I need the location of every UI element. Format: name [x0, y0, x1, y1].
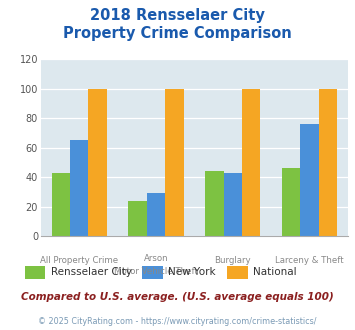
Bar — [282, 168, 300, 236]
Bar — [147, 193, 165, 236]
Text: Burglary: Burglary — [214, 256, 251, 265]
Text: Larceny & Theft: Larceny & Theft — [275, 256, 344, 265]
Bar — [300, 124, 319, 236]
Bar — [319, 89, 337, 236]
Text: Rensselaer City: Rensselaer City — [51, 267, 132, 277]
Bar — [205, 171, 224, 236]
Text: © 2025 CityRating.com - https://www.cityrating.com/crime-statistics/: © 2025 CityRating.com - https://www.city… — [38, 317, 317, 326]
Bar — [224, 173, 242, 236]
Text: Compared to U.S. average. (U.S. average equals 100): Compared to U.S. average. (U.S. average … — [21, 292, 334, 302]
Text: 2018 Rensselaer City: 2018 Rensselaer City — [90, 8, 265, 23]
Bar — [129, 201, 147, 236]
Text: All Property Crime: All Property Crime — [40, 256, 118, 265]
Text: Property Crime Comparison: Property Crime Comparison — [63, 26, 292, 41]
Text: New York: New York — [168, 267, 215, 277]
Bar — [51, 173, 70, 236]
Bar — [165, 89, 184, 236]
Text: Motor Vehicle Theft: Motor Vehicle Theft — [114, 267, 198, 276]
Text: Arson: Arson — [144, 254, 168, 263]
Bar — [242, 89, 260, 236]
Text: National: National — [253, 267, 297, 277]
Bar — [88, 89, 107, 236]
Bar — [70, 140, 88, 236]
